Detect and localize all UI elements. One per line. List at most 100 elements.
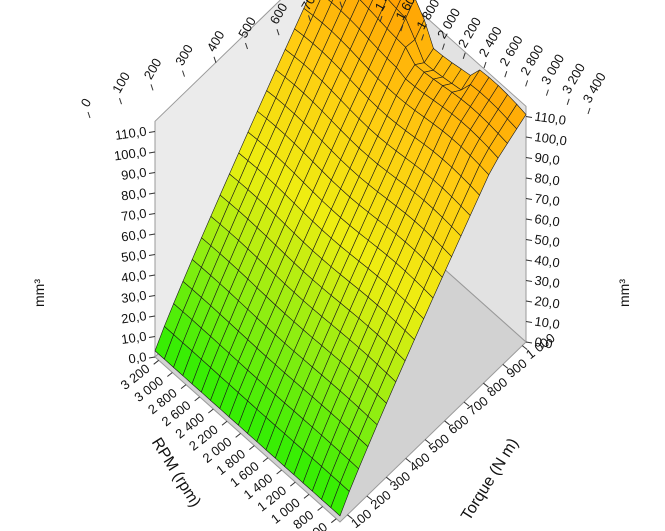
torque-tick [424,439,431,444]
z-tick-left [148,151,156,154]
z-tick-right [525,177,533,180]
rpm-back-tick [339,1,343,8]
z-tick-label-left: 70,0 [120,206,147,224]
z-tick-right [525,157,533,159]
z-tick-left [148,254,156,256]
z-tick-label-left: 30,0 [120,288,147,306]
z-tick-right [525,321,533,323]
z-tick-left [148,336,156,338]
z-tick-right [525,239,533,241]
z-tick-label-left: 0,0 [127,349,147,366]
torque-back-tick [566,98,570,105]
z-tick-label-right: 30,0 [534,273,561,291]
rpm-tick [330,518,337,524]
rpm-tick [262,457,269,463]
surface-cell [330,482,350,517]
rpm-back-tick [150,84,154,91]
rpm-tick [208,408,214,414]
z-tick-left [148,172,156,174]
rpm-back-tick [119,98,122,105]
rpm-tick-label: 600 [304,519,330,531]
rpm-back-tick-label: 300 [172,42,196,68]
torque-back-tick [545,89,549,96]
rpm-back-tick-label: 100 [109,69,133,95]
z-tick-label-right: 10,0 [534,314,561,332]
z-tick-right [525,136,533,139]
rpm-back-tick [213,56,217,63]
torque-tick [366,495,373,501]
rpm-back-tick-label: 0 [78,96,95,110]
z-tick-left [148,295,156,297]
z-tick-right [525,198,533,200]
rpm-back-tick [308,15,311,22]
z-axis-label-left: mm³ [31,279,47,307]
torque-back-tick [400,25,404,32]
z-tick-label-left: 100,0 [113,144,147,163]
z-tick-label-left: 110,0 [114,124,147,143]
z-tick-left [148,192,156,195]
torque-back-tick [587,107,591,115]
z-tick-label-left: 50,0 [120,247,147,265]
rpm-tick [290,481,296,487]
z-tick-label-right: 90,0 [534,150,561,168]
rpm-back-tick [182,70,185,77]
torque-back-tick [441,43,445,50]
torque-tick [521,345,528,350]
z-tick-right [525,116,533,118]
surface-mesh [154,0,527,517]
z-tick-left [148,213,156,215]
z-tick-label-right: 110,0 [534,109,567,128]
torque-back-tick [483,61,487,69]
rpm-tick [235,433,241,438]
rpm-tick [221,420,228,426]
z-tick-label-left: 10,0 [120,329,147,347]
z-tick-label-right: 100,0 [534,129,568,148]
rpm-back-tick [276,29,280,36]
torque-tick [347,514,353,520]
rpm-tick [249,445,255,450]
rpm-tick [276,469,282,475]
rpm-tick [153,359,160,365]
z-tick-label-left: 80,0 [120,185,147,203]
rpm-back-tick-label: 200 [141,56,165,82]
z-tick-left [148,356,156,359]
z-tick-left [148,233,156,236]
torque-tick [444,420,450,426]
rpm-tick [194,396,200,402]
z-tick-right [525,259,533,262]
z-tick-label-left: 20,0 [120,308,147,326]
torque-back-tick [462,52,466,59]
rpm-tick [180,384,187,390]
z-axis-label-right: mm³ [616,279,632,307]
z-tick-label-left: 90,0 [120,165,147,183]
torque-tick [385,476,392,482]
z-tick-left [148,274,156,277]
torque-back-tick [504,71,508,78]
torque-back-tick [525,80,529,87]
rpm-tick [167,372,173,377]
z-tick-right [525,280,533,282]
rpm-back-tick [87,111,91,119]
rpm-tick [317,506,323,511]
z-tick-label-right: 80,0 [534,170,561,188]
torque-back-tick [379,15,383,23]
z-tick-right [525,218,533,221]
rpm-tick [303,493,310,499]
z-tick-label-right: 20,0 [534,293,561,311]
torque-tick [405,458,412,463]
z-tick-label-right: 70,0 [534,191,561,209]
torque-tick [502,364,509,369]
z-tick-label-left: 60,0 [120,226,147,244]
torque-back-tick [421,34,425,41]
torque-tick [463,401,470,407]
rpm-back-tick-label: 400 [204,28,228,54]
z-tick-right [525,341,533,344]
z-tick-label-right: 50,0 [534,232,561,250]
rpm-back-tick [245,42,248,50]
z-tick-left [148,131,156,133]
z-tick-left [148,315,156,318]
torque-tick [483,382,489,388]
z-tick-right [525,300,533,303]
z-tick-label-left: 40,0 [120,267,147,285]
